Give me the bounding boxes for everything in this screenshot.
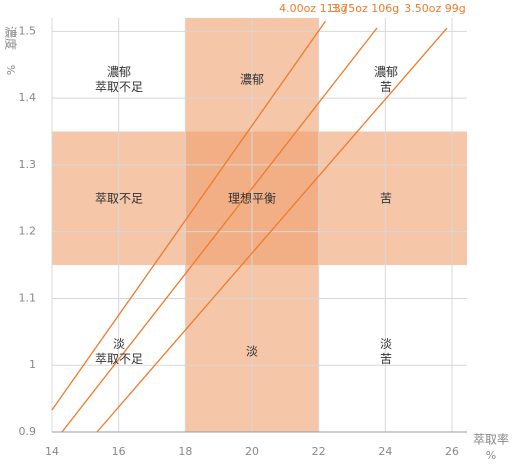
y-unit: % — [4, 65, 17, 75]
zone-label: 淡 — [380, 337, 392, 351]
x-tick-label: 20 — [245, 445, 259, 458]
y-tick-label: 0.9 — [19, 425, 37, 438]
line-label: 4.00oz 113g — [279, 2, 347, 15]
y-tick-label: 1.2 — [19, 225, 37, 238]
ratio-line — [61, 27, 378, 433]
x-tick-label: 26 — [445, 445, 459, 458]
line-label: 3.75oz 106g — [331, 2, 399, 15]
zone-label: 苦 — [380, 192, 392, 206]
y-tick-label: 1.4 — [19, 91, 37, 104]
x-tick-label: 24 — [378, 445, 392, 458]
x-tick-label: 22 — [312, 445, 326, 458]
x-unit: % — [486, 449, 496, 462]
zone-label: 萃取不足 — [95, 352, 143, 366]
zone-label: 濃郁 — [374, 64, 398, 79]
x-tick-label: 16 — [112, 445, 126, 458]
ideal-y-band — [52, 131, 467, 266]
zone-label: 濃郁 — [240, 72, 264, 87]
zone-label: 萃取不足 — [95, 192, 143, 206]
ratio-line — [96, 27, 448, 433]
zone-label: 苦 — [380, 80, 392, 94]
y-tick-label: 1 — [29, 358, 36, 371]
y-tick-label: 1.5 — [19, 24, 37, 37]
y-tick-label: 1.1 — [19, 291, 37, 304]
zone-label: 淡 — [246, 345, 258, 359]
x-label: 萃取率 — [473, 432, 509, 447]
y-tick-label: 1.3 — [19, 158, 37, 171]
zone-label: 淡 — [113, 337, 125, 351]
zone-label: 萃取不足 — [95, 80, 143, 94]
zone-label: 理想平衡 — [228, 191, 276, 206]
y-label: 濃度 — [4, 26, 19, 50]
zone-label: 濃郁 — [107, 64, 131, 79]
line-label: 3.50oz 99g — [404, 2, 465, 15]
x-tick-label: 14 — [45, 445, 59, 458]
zone-label: 苦 — [380, 352, 392, 366]
ratio-line — [51, 20, 326, 411]
x-tick-label: 18 — [178, 445, 192, 458]
